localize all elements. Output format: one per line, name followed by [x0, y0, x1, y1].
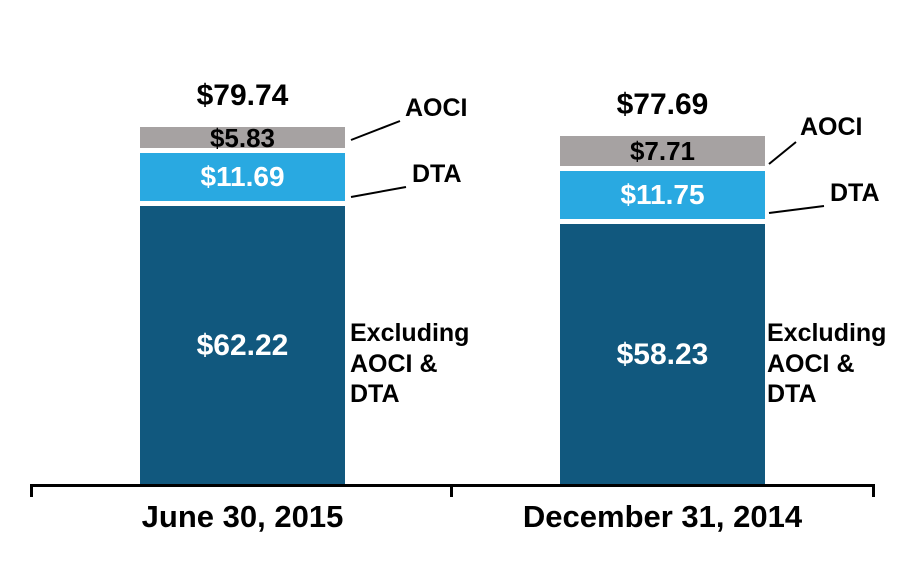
- total-value-label-2015: $79.74: [196, 79, 289, 113]
- category-label-december-2014: December 31, 2014: [522, 499, 803, 534]
- x-axis-tick-left: [30, 484, 33, 497]
- excluding-aoci-dta-segment-2014: $58.23: [560, 223, 765, 486]
- dta-callout-2014: DTA: [830, 179, 880, 207]
- total-value-label-2014: $77.69: [616, 88, 709, 122]
- aoci-segment-2015: $5.83: [140, 122, 345, 154]
- excluding-aoci-dta-segment-2015: $62.22: [140, 206, 345, 486]
- category-label-june-2015: June 30, 2015: [141, 499, 344, 534]
- dta-segment-value-2014: $11.75: [620, 179, 705, 211]
- dta-leader-line-2015: [350, 186, 407, 198]
- dta-leader-line-2014: [768, 205, 825, 214]
- x-axis-tick-right: [872, 484, 875, 497]
- stacked-bar-december-2014: $77.69 $7.71 $11.75 $58.23: [560, 88, 765, 486]
- stacked-bar-june-2015: $79.74 $5.83 $11.69 $62.22: [140, 79, 345, 486]
- dta-callout-2015: DTA: [412, 160, 462, 188]
- aoci-segment-value-2015: $5.83: [209, 122, 276, 153]
- aoci-callout-2015: AOCI: [405, 94, 468, 122]
- dta-segment-value-2015: $11.69: [200, 161, 285, 193]
- excluding-aoci-dta-callout-2014: Excluding AOCI & DTA: [767, 319, 887, 408]
- main-segment-value-2015: $62.22: [196, 329, 289, 362]
- aoci-leader-line-2015: [350, 120, 401, 141]
- aoci-callout-2014: AOCI: [800, 113, 863, 141]
- main-segment-value-2014: $58.23: [616, 337, 709, 371]
- excluding-aoci-dta-callout-2015: Excluding AOCI & DTA: [350, 319, 470, 408]
- aoci-leader-line-2014: [768, 141, 797, 165]
- aoci-segment-2014: $7.71: [560, 136, 765, 172]
- aoci-segment-value-2014: $7.71: [629, 136, 696, 167]
- x-axis-tick-center: [450, 484, 453, 497]
- dta-segment-2015: $11.69: [140, 153, 345, 207]
- dta-segment-2014: $11.75: [560, 171, 765, 224]
